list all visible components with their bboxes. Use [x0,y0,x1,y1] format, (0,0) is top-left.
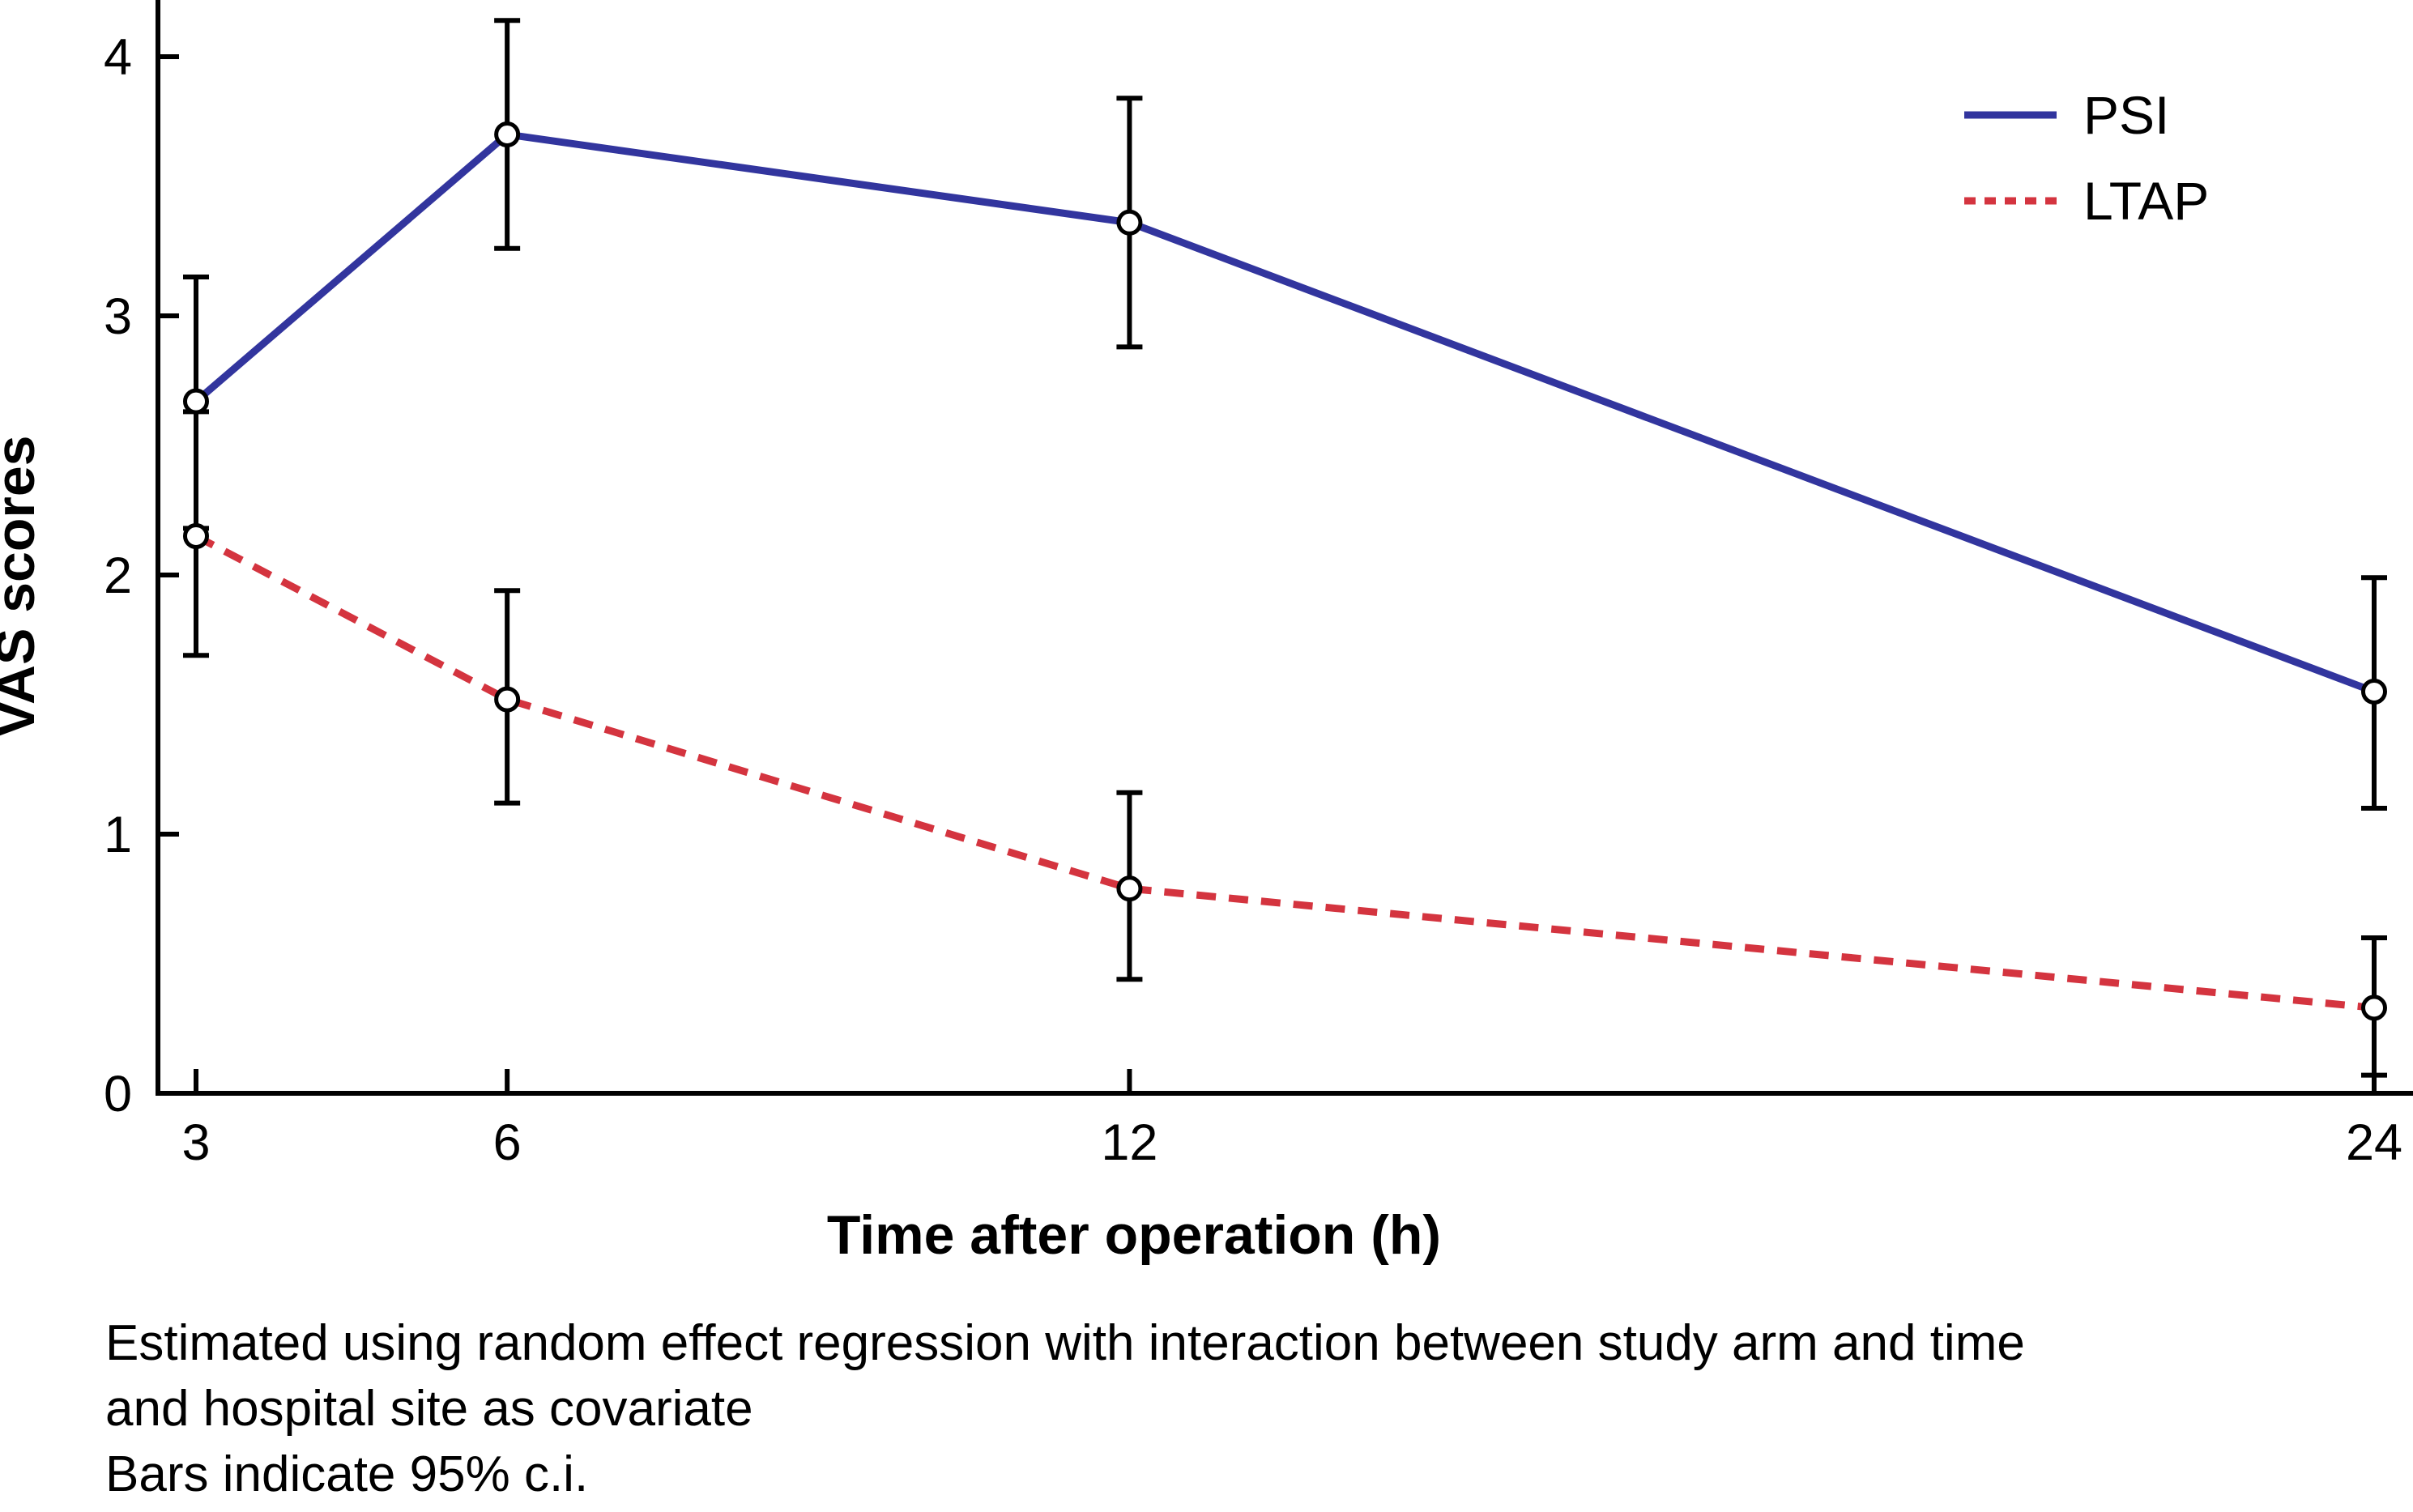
legend-ltap-label: LTAP [2083,171,2209,231]
psi-line [194,130,2376,696]
y-tick-label: 0 [104,1066,132,1122]
y-axis-title: VAS scores [0,436,46,738]
axes [156,0,2413,1096]
ltap-marker [183,523,209,549]
footnotes: Estimated using random effect regression… [105,1310,2025,1507]
legend-psi-label: PSI [2083,85,2169,145]
psi-marker [494,121,521,147]
x-tick-label: 12 [1101,1114,1157,1171]
psi-marker [1116,209,1143,236]
legend: PSI LTAP [1964,85,2209,231]
ltap-line [194,533,2375,1012]
y-tick-label: 2 [104,547,132,604]
footnote-line-1: Estimated using random effect regression… [105,1315,2025,1371]
x-tick-label: 6 [493,1114,522,1171]
x-tick-label: 24 [2346,1114,2402,1171]
ltap-marker [2361,995,2387,1021]
x-axis-title: Time after operation (h) [827,1204,1441,1266]
ltap-marker [1116,875,1143,902]
psi-marker [2361,679,2387,705]
y-tick-label: 1 [104,807,132,863]
ltap-marker [494,686,521,713]
y-tick-label: 4 [104,29,132,86]
x-tick-label: 3 [181,1114,210,1171]
psi-marker [183,388,209,415]
footnote-line-3: Bars indicate 95% c.i. [105,1446,589,1502]
footnote-line-2: and hospital site as covariate [105,1381,753,1437]
y-tick-label: 3 [104,288,132,345]
